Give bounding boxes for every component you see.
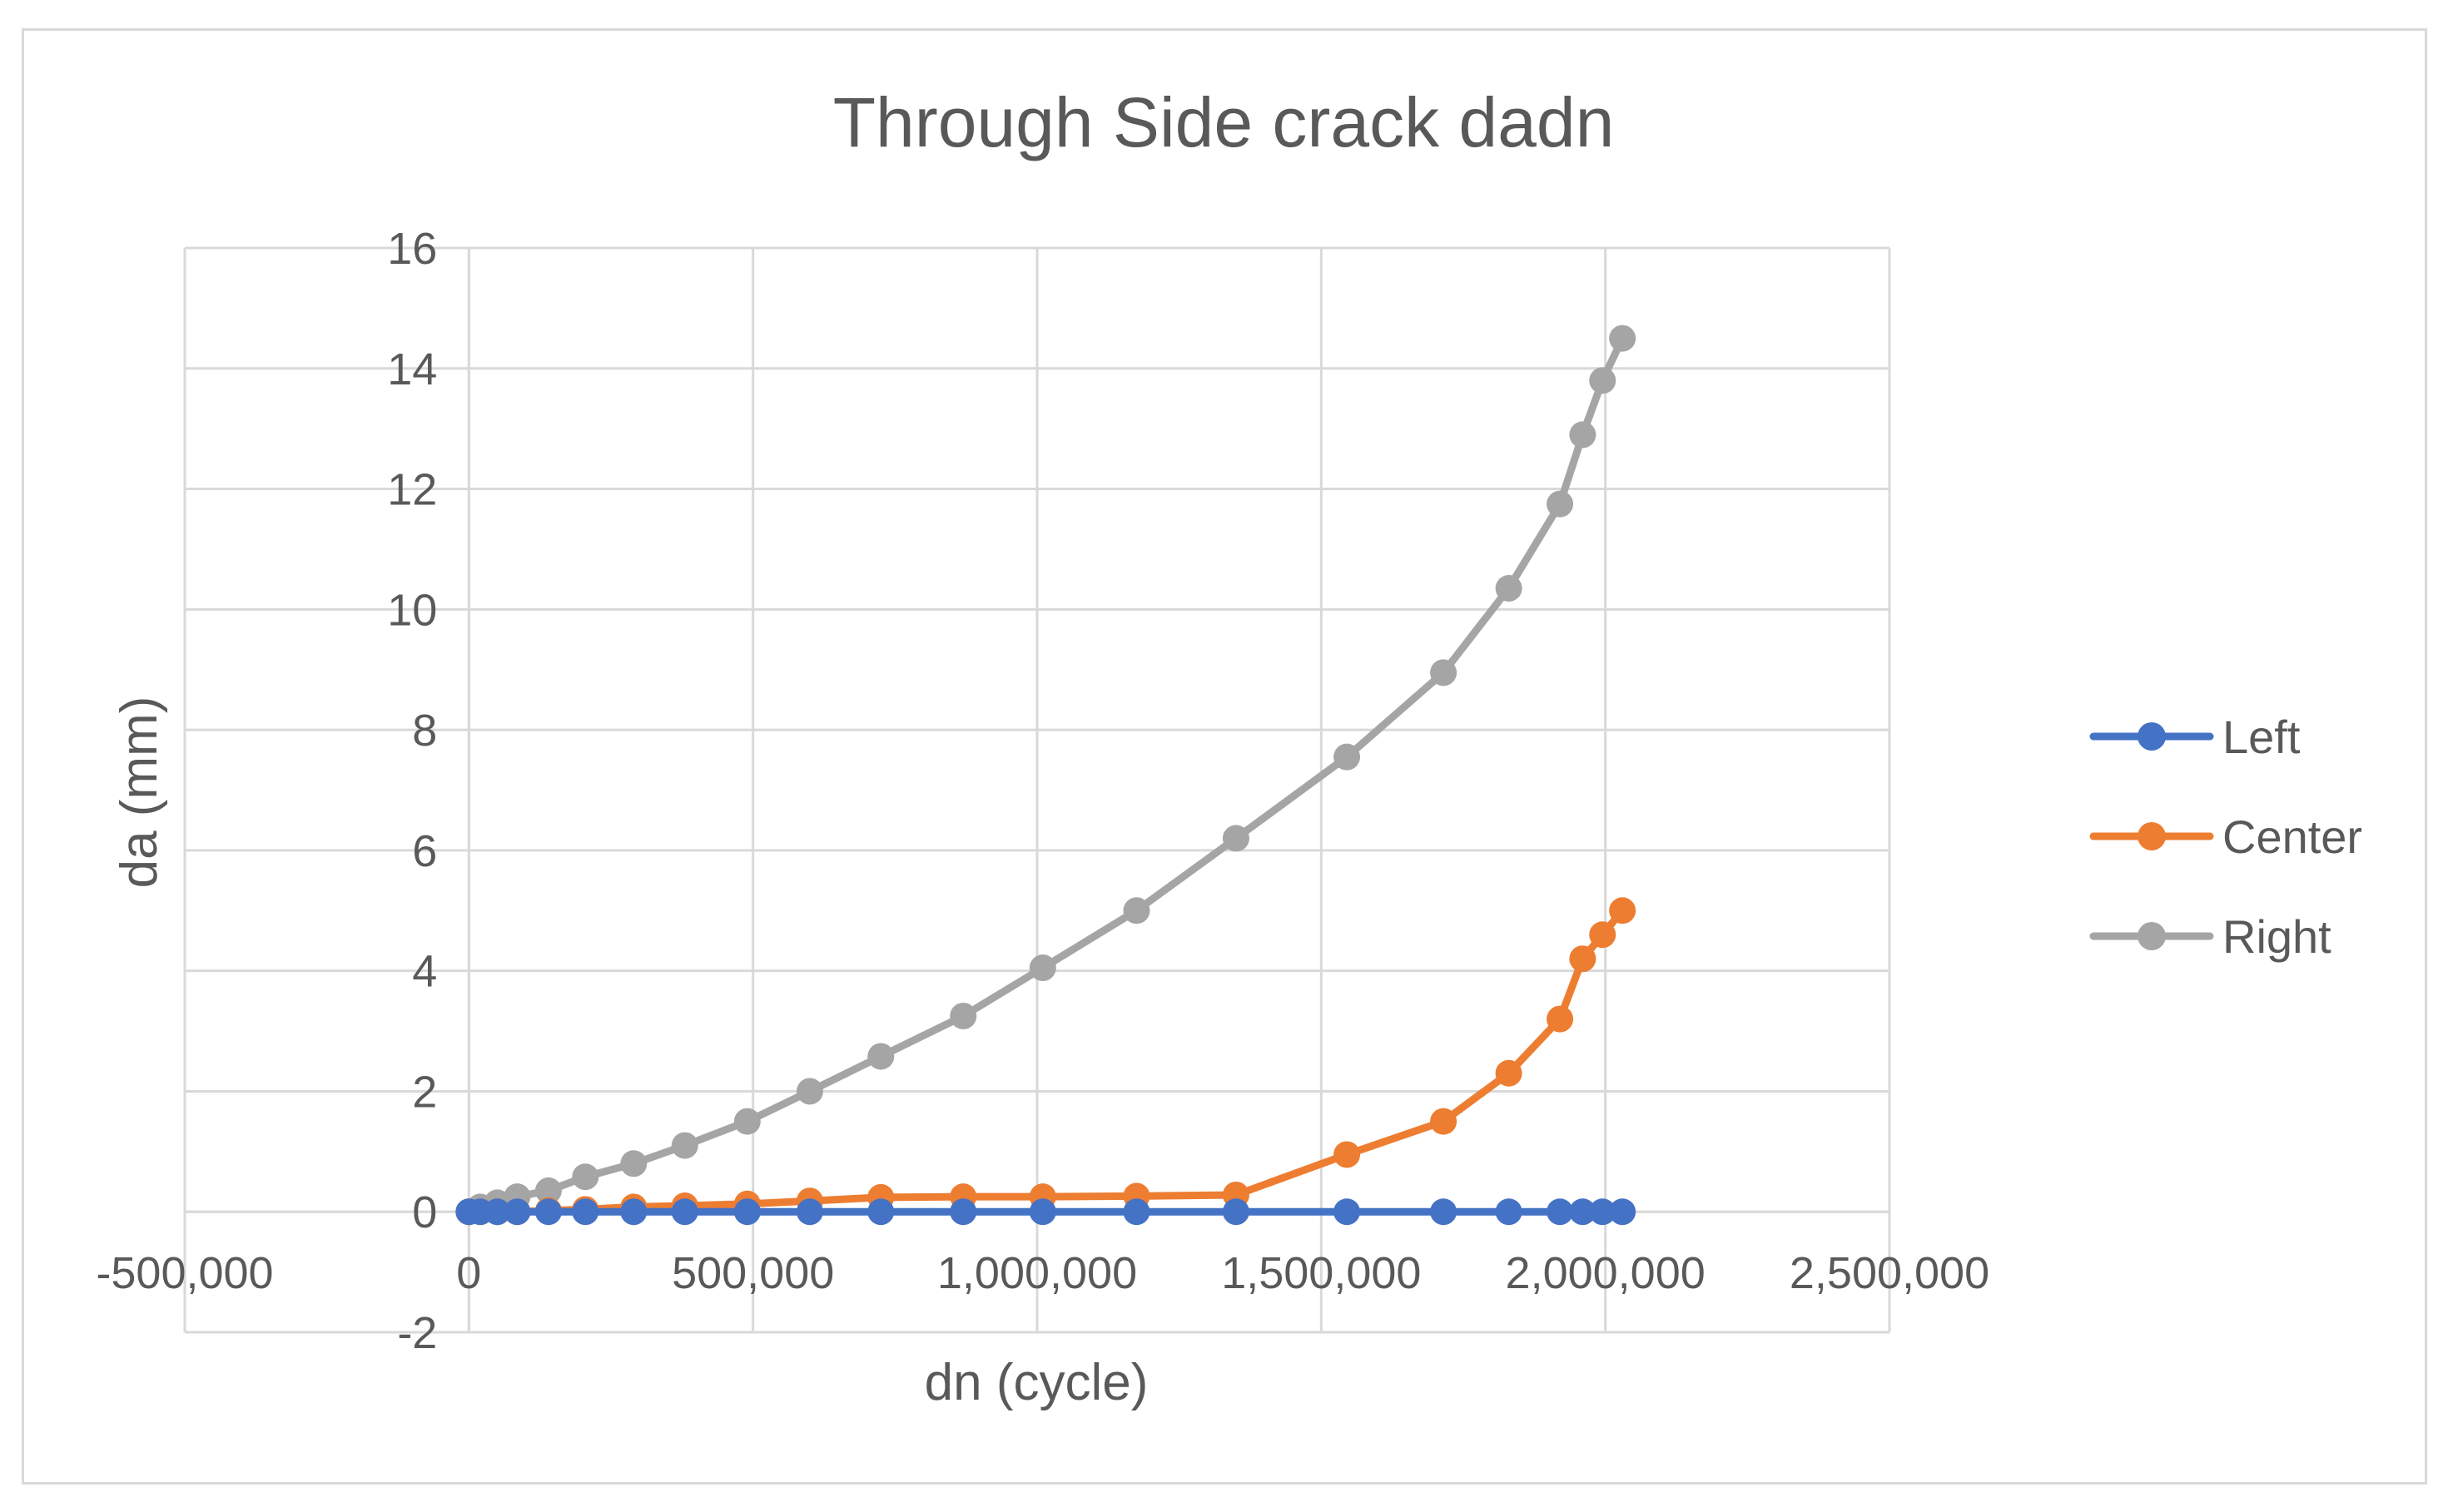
legend-label: Left bbox=[2222, 711, 2301, 763]
data-point bbox=[1609, 325, 1636, 352]
y-tick-label: 16 bbox=[387, 224, 437, 274]
data-point bbox=[620, 1150, 648, 1177]
x-axis-title: dn (cycle) bbox=[925, 1354, 1149, 1411]
data-point bbox=[867, 1043, 895, 1070]
data-point bbox=[1029, 1198, 1056, 1226]
data-point bbox=[1495, 574, 1522, 602]
y-tick-label: 8 bbox=[412, 706, 437, 756]
chart-title: Through Side crack dadn bbox=[833, 83, 1615, 161]
legend-swatch-marker bbox=[2138, 822, 2166, 850]
data-point bbox=[1123, 1198, 1150, 1226]
data-point bbox=[1495, 1198, 1522, 1226]
legend-item-center: Center bbox=[2089, 811, 2362, 863]
data-point bbox=[572, 1198, 599, 1226]
legend-label: Right bbox=[2222, 910, 2331, 963]
y-tick-label: 4 bbox=[412, 947, 437, 997]
legend-item-right: Right bbox=[2089, 910, 2331, 963]
y-tick-label: -2 bbox=[397, 1308, 437, 1358]
data-point bbox=[1029, 954, 1056, 982]
chart-frame bbox=[22, 28, 2427, 1485]
legend: Left Center Right bbox=[2089, 711, 2362, 963]
x-tick-label: 500,000 bbox=[672, 1248, 834, 1298]
data-point bbox=[1123, 897, 1150, 925]
data-point bbox=[534, 1177, 562, 1204]
x-tick-label: 2,500,000 bbox=[1790, 1248, 1989, 1298]
data-point bbox=[1430, 1108, 1457, 1135]
data-point bbox=[1222, 825, 1249, 852]
data-point bbox=[1333, 743, 1361, 771]
data-point bbox=[796, 1198, 823, 1226]
y-tick-label: 2 bbox=[412, 1067, 437, 1117]
data-point bbox=[671, 1132, 698, 1159]
data-point bbox=[620, 1198, 648, 1226]
x-tick-label: 2,000,000 bbox=[1506, 1248, 1706, 1298]
data-point bbox=[1547, 1198, 1574, 1226]
y-axis-title: da (mm) bbox=[111, 697, 168, 889]
series-lines bbox=[455, 325, 1636, 1226]
x-tick-label: 0 bbox=[456, 1248, 481, 1298]
data-point bbox=[1569, 1198, 1596, 1226]
data-point bbox=[1589, 921, 1616, 949]
y-tick-label: 6 bbox=[412, 826, 437, 876]
x-tick-label: 1,000,000 bbox=[937, 1248, 1137, 1298]
data-point bbox=[1569, 945, 1596, 973]
data-point bbox=[504, 1198, 531, 1226]
x-tick-label: -500,000 bbox=[96, 1248, 273, 1298]
data-point bbox=[1589, 367, 1616, 394]
data-point bbox=[733, 1108, 761, 1135]
data-point bbox=[1609, 1198, 1636, 1226]
data-point bbox=[950, 1002, 977, 1029]
data-point bbox=[1430, 659, 1457, 687]
data-point bbox=[671, 1198, 698, 1226]
data-point bbox=[1430, 1198, 1457, 1226]
data-point bbox=[1495, 1059, 1522, 1087]
y-tick-label: 10 bbox=[387, 585, 437, 635]
data-point bbox=[867, 1198, 895, 1226]
legend-swatch-marker bbox=[2138, 722, 2166, 751]
tick-labels: -2 0 2 4 6 8 10 12 14 16 -500,000 0 500,000 1,000,000… bbox=[96, 224, 1989, 1358]
data-point bbox=[1222, 1198, 1249, 1226]
y-tick-label: 0 bbox=[412, 1187, 437, 1237]
data-point bbox=[1333, 1141, 1361, 1168]
legend-swatch-marker bbox=[2138, 922, 2166, 950]
gridlines bbox=[183, 246, 1891, 1334]
y-tick-label: 14 bbox=[387, 345, 437, 394]
series-left bbox=[455, 1198, 1636, 1226]
data-point bbox=[572, 1163, 599, 1191]
data-point bbox=[950, 1198, 977, 1226]
data-point bbox=[1547, 1005, 1574, 1033]
series-line bbox=[464, 335, 1626, 1216]
data-point bbox=[733, 1198, 761, 1226]
data-point bbox=[1333, 1198, 1361, 1226]
data-point bbox=[1569, 421, 1596, 449]
data-point bbox=[1609, 897, 1636, 925]
legend-label: Center bbox=[2222, 811, 2362, 863]
data-point bbox=[796, 1078, 823, 1105]
data-point bbox=[534, 1198, 562, 1226]
y-tick-label: 12 bbox=[387, 465, 437, 515]
data-point bbox=[1547, 490, 1574, 518]
data-point bbox=[1589, 1198, 1616, 1226]
x-tick-label: 1,500,000 bbox=[1221, 1248, 1421, 1298]
legend-item-left: Left bbox=[2089, 711, 2301, 763]
data-point bbox=[484, 1198, 511, 1226]
